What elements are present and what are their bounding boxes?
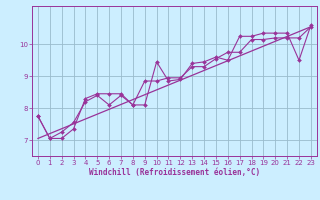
X-axis label: Windchill (Refroidissement éolien,°C): Windchill (Refroidissement éolien,°C) — [89, 168, 260, 177]
